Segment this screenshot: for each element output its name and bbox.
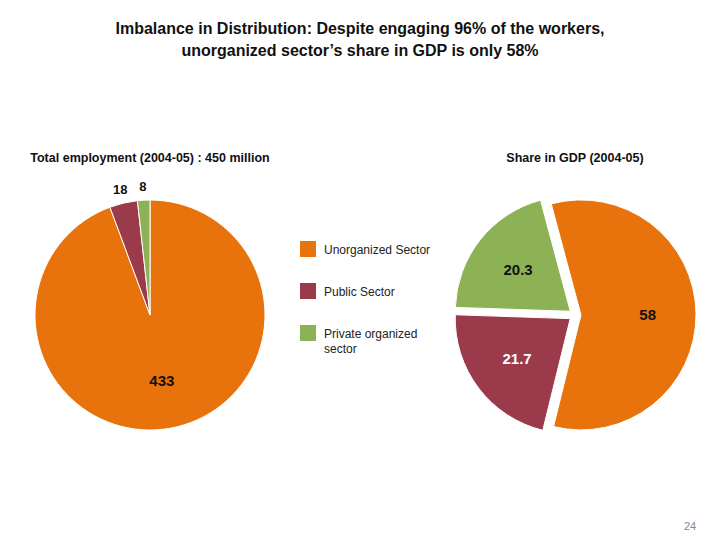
pie-slice xyxy=(137,200,150,315)
pie-slice xyxy=(551,200,696,430)
pie-chart: 433 18 8 xyxy=(35,179,265,430)
legend-swatch xyxy=(300,241,316,257)
pie-chart: 58 21.7 20.3 xyxy=(455,200,696,430)
pie-slice xyxy=(35,200,265,430)
page-number: 24 xyxy=(684,520,696,532)
legend-swatch xyxy=(300,283,316,299)
legend-item: Private organizedsector xyxy=(300,325,417,356)
data-label: 20.3 xyxy=(503,261,532,278)
legend-item: Unorganized Sector xyxy=(300,241,430,257)
legend-label: Private organizedsector xyxy=(324,327,417,356)
data-label: 58 xyxy=(639,305,656,322)
chart-title: Share in GDP (2004-05) xyxy=(506,151,643,165)
chart-title: Total employment (2004-05) : 450 million xyxy=(30,151,269,165)
data-label: 433 xyxy=(149,372,174,389)
chart-root: Imbalance in Distribution: Despite engag… xyxy=(0,0,720,540)
pie-slice xyxy=(455,200,570,311)
legend-label: Unorganized Sector xyxy=(324,243,430,257)
data-label: 21.7 xyxy=(502,350,531,367)
data-label: 8 xyxy=(139,179,146,194)
legend-label: Public Sector xyxy=(324,285,395,299)
data-label: 18 xyxy=(113,182,127,197)
pie-slice xyxy=(110,201,150,315)
pie-slice xyxy=(455,315,570,431)
legend-swatch xyxy=(300,325,316,341)
legend: Unorganized Sector Public Sector Private o… xyxy=(300,241,430,356)
legend-item: Public Sector xyxy=(300,283,395,299)
title: Imbalance in Distribution: Despite engag… xyxy=(116,20,605,59)
